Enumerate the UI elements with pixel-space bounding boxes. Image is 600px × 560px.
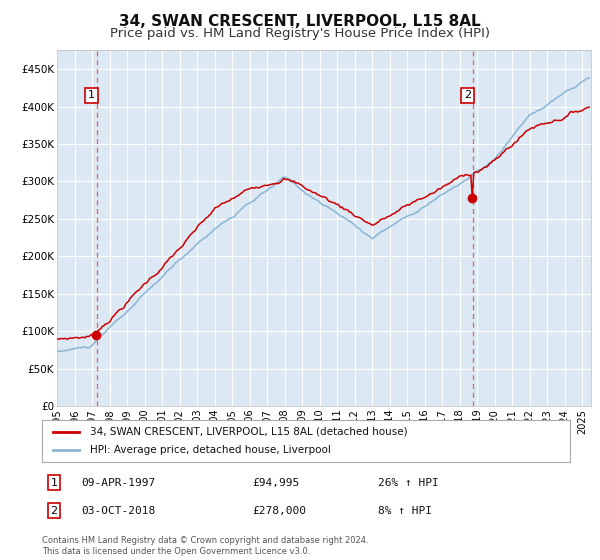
Text: HPI: Average price, detached house, Liverpool: HPI: Average price, detached house, Live… [89, 445, 331, 455]
Text: 1: 1 [88, 90, 95, 100]
Text: 34, SWAN CRESCENT, LIVERPOOL, L15 8AL: 34, SWAN CRESCENT, LIVERPOOL, L15 8AL [119, 14, 481, 29]
Text: £278,000: £278,000 [252, 506, 306, 516]
Text: 34, SWAN CRESCENT, LIVERPOOL, L15 8AL (detached house): 34, SWAN CRESCENT, LIVERPOOL, L15 8AL (d… [89, 427, 407, 437]
Text: 26% ↑ HPI: 26% ↑ HPI [378, 478, 439, 488]
Text: 2: 2 [464, 90, 471, 100]
Text: 1: 1 [50, 478, 58, 488]
Text: £94,995: £94,995 [252, 478, 299, 488]
Text: Contains HM Land Registry data © Crown copyright and database right 2024.
This d: Contains HM Land Registry data © Crown c… [42, 536, 368, 556]
Text: 09-APR-1997: 09-APR-1997 [81, 478, 155, 488]
Text: 03-OCT-2018: 03-OCT-2018 [81, 506, 155, 516]
Text: 2: 2 [50, 506, 58, 516]
Text: 8% ↑ HPI: 8% ↑ HPI [378, 506, 432, 516]
Text: Price paid vs. HM Land Registry's House Price Index (HPI): Price paid vs. HM Land Registry's House … [110, 27, 490, 40]
